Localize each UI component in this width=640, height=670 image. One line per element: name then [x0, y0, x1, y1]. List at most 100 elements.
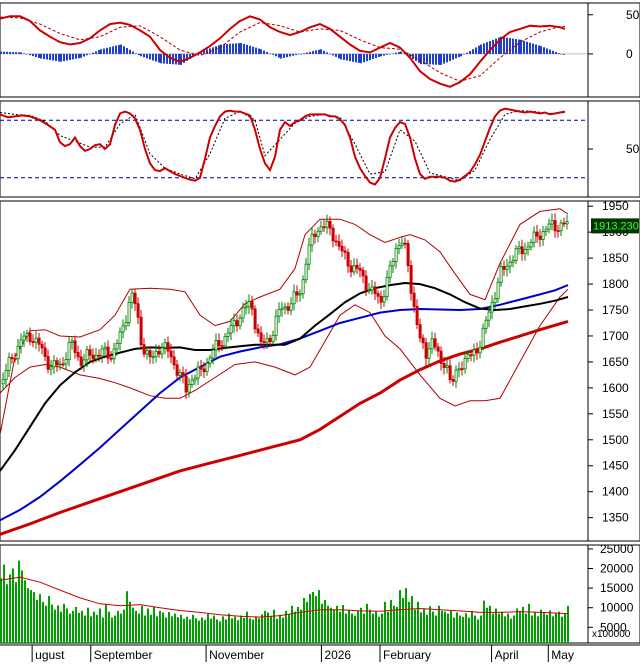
macd-histogram-bar — [409, 53, 411, 58]
volume-bar — [402, 597, 404, 643]
price-candle-body — [424, 342, 428, 359]
macd-histogram-bar — [420, 53, 422, 65]
price-candle-body — [31, 341, 35, 343]
price-candle-body — [301, 279, 305, 295]
price-candle-body — [442, 363, 446, 368]
price-candle-body — [244, 306, 248, 309]
price-candle-body — [190, 379, 194, 385]
volume-bar — [465, 613, 467, 643]
volume-bar — [321, 603, 323, 643]
bollinger-upper-line — [0, 208, 569, 435]
price-candle-body — [64, 359, 68, 365]
volume-bar — [204, 619, 206, 643]
macd-histogram-bar — [232, 43, 234, 54]
price-candle-body — [1, 379, 5, 385]
volume-bar — [507, 613, 509, 643]
price-candle-body — [460, 368, 464, 371]
volume-bar — [387, 611, 389, 643]
macd-histogram-bar — [83, 53, 85, 57]
volume-ma-line — [0, 576, 569, 618]
price-tick-label: 1850 — [602, 251, 629, 265]
price-candle-body — [181, 372, 185, 377]
macd-histogram-bar — [80, 53, 82, 58]
volume-bar — [15, 582, 17, 643]
volume-bar — [414, 609, 416, 643]
volume-bar — [324, 599, 326, 643]
price-candle-body — [109, 357, 113, 360]
volume-bar — [546, 614, 548, 643]
volume-bar — [162, 612, 164, 643]
volume-bar — [291, 605, 293, 643]
price-candle-body — [7, 356, 11, 371]
macd-histogram-bar — [520, 39, 522, 54]
price-candle-body — [496, 281, 500, 300]
macd-histogram-bar — [186, 53, 188, 61]
volume-bar — [129, 601, 131, 643]
price-tick-label: 1750 — [602, 303, 629, 317]
macd-histogram-bar — [132, 51, 134, 54]
volume-bar — [174, 613, 176, 643]
macd-histogram-bar — [358, 53, 360, 63]
macd-histogram-bar — [526, 41, 528, 54]
ma-short-line — [0, 281, 569, 472]
volume-bar — [537, 616, 539, 643]
volume-bar — [171, 616, 173, 643]
volume-bar — [45, 605, 47, 643]
macd-histogram-bar — [3, 51, 5, 54]
price-candle-body — [553, 220, 557, 232]
price-candle-body — [526, 246, 530, 250]
volume-bar — [0, 578, 2, 643]
volume-bar — [105, 604, 107, 643]
price-candle-body — [79, 356, 83, 366]
macd-histogram-bar — [429, 53, 431, 65]
price-candle-body — [514, 248, 518, 261]
price-candle-body — [541, 231, 545, 240]
macd-histogram-bar — [449, 53, 451, 62]
volume-bar — [315, 595, 317, 643]
price-candle-body — [505, 265, 509, 270]
macd-histogram-bar — [66, 53, 68, 61]
price-candle-body — [565, 221, 569, 225]
price-candle-body — [478, 346, 482, 354]
macd-signal-line — [0, 16, 565, 82]
macd-histogram-bar — [163, 53, 165, 64]
price-candle-body — [49, 366, 53, 370]
price-candle-body — [427, 348, 431, 359]
price-candle-body — [160, 347, 164, 355]
volume-bar — [399, 590, 401, 643]
macd-histogram-bar — [129, 49, 131, 54]
macd-histogram-bar — [443, 53, 445, 64]
price-candle-body — [382, 296, 386, 303]
macd-histogram-bar — [306, 52, 308, 54]
price-candle-body — [493, 298, 497, 303]
stochastic-k-line — [0, 107, 566, 186]
macd-histogram-bar — [452, 53, 454, 60]
macd-histogram-bar — [123, 46, 125, 54]
volume-bar — [540, 609, 542, 643]
volume-bar — [42, 601, 44, 643]
price-candle-body — [292, 291, 296, 305]
price-candle-body — [4, 370, 8, 381]
macd-histogram-bar — [495, 38, 497, 54]
price-candle-body — [436, 346, 440, 352]
volume-bar — [3, 564, 5, 643]
volume-bar — [165, 617, 167, 643]
price-candle-body — [91, 354, 95, 360]
price-candle-body — [343, 250, 347, 253]
macd-histogram-bar — [240, 42, 242, 54]
macd-histogram-bar — [500, 36, 502, 54]
volume-bar — [27, 588, 29, 643]
macd-histogram-bar — [178, 53, 180, 65]
volume-bar — [189, 619, 191, 643]
macd-histogram-bar — [86, 53, 88, 56]
volume-bar — [258, 618, 260, 643]
macd-histogram-bar — [343, 53, 345, 60]
macd-histogram-bar — [486, 42, 488, 54]
volume-bar — [216, 619, 218, 643]
volume-bar — [273, 609, 275, 643]
price-candle-body — [124, 322, 128, 327]
price-candle-body — [550, 220, 554, 225]
price-candle-body — [313, 233, 317, 237]
price-candle-body — [241, 307, 245, 319]
price-candle-body — [397, 245, 401, 250]
